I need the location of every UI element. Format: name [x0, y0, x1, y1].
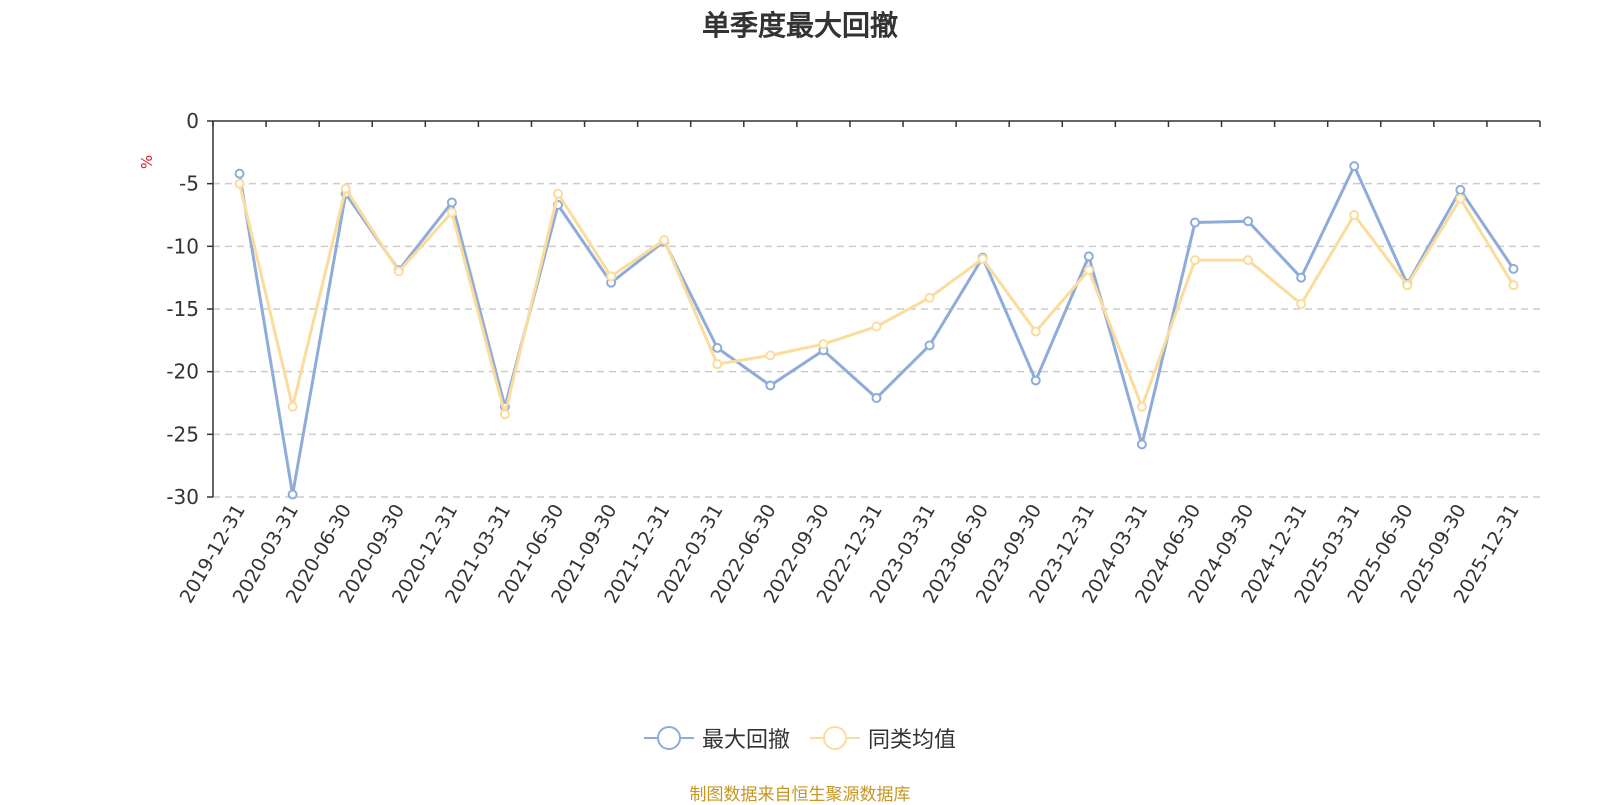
- data-point[interactable]: [1402, 280, 1413, 291]
- data-point[interactable]: [1083, 251, 1094, 262]
- data-point[interactable]: [871, 392, 882, 403]
- data-point[interactable]: [606, 271, 617, 282]
- data-point[interactable]: [1455, 193, 1466, 204]
- legend-marker-icon: [643, 725, 694, 751]
- data-point[interactable]: [1455, 184, 1466, 195]
- y-tick-label: -30: [166, 485, 199, 509]
- data-point[interactable]: [765, 380, 776, 391]
- y-tick-label: -25: [166, 422, 199, 446]
- data-point[interactable]: [1508, 263, 1519, 274]
- data-point[interactable]: [1508, 280, 1519, 291]
- legend-item-max-drawdown[interactable]: 最大回撤: [643, 722, 790, 754]
- x-tick-labels: 2019-12-312020-03-312020-06-302020-09-30…: [176, 500, 1524, 607]
- data-point[interactable]: [1349, 161, 1360, 172]
- y-tick-label: -10: [166, 234, 199, 258]
- data-point[interactable]: [1083, 265, 1094, 276]
- data-point[interactable]: [712, 359, 723, 370]
- data-point[interactable]: [712, 342, 723, 353]
- data-point[interactable]: [1030, 375, 1041, 386]
- data-point[interactable]: [1296, 298, 1307, 309]
- data-point[interactable]: [340, 183, 351, 194]
- data-point[interactable]: [287, 489, 298, 500]
- data-point[interactable]: [818, 339, 829, 350]
- y-tick-label: -5: [179, 172, 199, 196]
- data-point[interactable]: [446, 207, 457, 218]
- data-point[interactable]: [1296, 272, 1307, 283]
- data-point[interactable]: [553, 188, 564, 199]
- data-point[interactable]: [1136, 439, 1147, 450]
- data-point[interactable]: [977, 253, 988, 264]
- grid-lines: [213, 182, 1540, 498]
- legend-item-peer-average[interactable]: 同类均值: [810, 722, 956, 754]
- y-tick-label: -20: [166, 360, 199, 384]
- series-1: [234, 178, 1519, 420]
- data-point[interactable]: [1349, 210, 1360, 220]
- data-point[interactable]: [659, 235, 670, 246]
- data-point[interactable]: [1189, 217, 1200, 228]
- y-axis-label: %: [138, 155, 156, 169]
- data-point[interactable]: [924, 292, 935, 303]
- data-point[interactable]: [287, 401, 298, 412]
- data-point[interactable]: [924, 340, 935, 351]
- data-point[interactable]: [1243, 255, 1254, 266]
- y-tick-labels: 0 -5 -10 -15 -20 -25 -30: [166, 109, 199, 509]
- data-point[interactable]: [871, 321, 882, 332]
- chart-title: 单季度最大回撤: [701, 9, 898, 42]
- data-point[interactable]: [765, 350, 776, 361]
- y-tick-label: -15: [166, 297, 199, 321]
- data-point[interactable]: [446, 197, 457, 208]
- data-point[interactable]: [234, 168, 245, 179]
- data-point[interactable]: [1136, 401, 1147, 412]
- legend-label: 最大回撤: [701, 728, 790, 753]
- data-point[interactable]: [1189, 255, 1200, 266]
- data-point[interactable]: [1030, 326, 1041, 337]
- legend: 最大回撤 同类均值: [0, 722, 1600, 754]
- series-line: [238, 183, 1515, 416]
- source-note: 制图数据来自恒生聚源数据库: [689, 785, 911, 805]
- series-group: [234, 161, 1519, 500]
- legend-marker-icon: [810, 725, 860, 751]
- data-point[interactable]: [234, 178, 245, 189]
- axes: [207, 120, 1541, 498]
- data-point[interactable]: [393, 266, 404, 277]
- legend-label: 同类均值: [868, 728, 957, 753]
- y-tick-label: 0: [186, 109, 199, 133]
- data-point[interactable]: [499, 409, 510, 420]
- data-point[interactable]: [1243, 216, 1254, 227]
